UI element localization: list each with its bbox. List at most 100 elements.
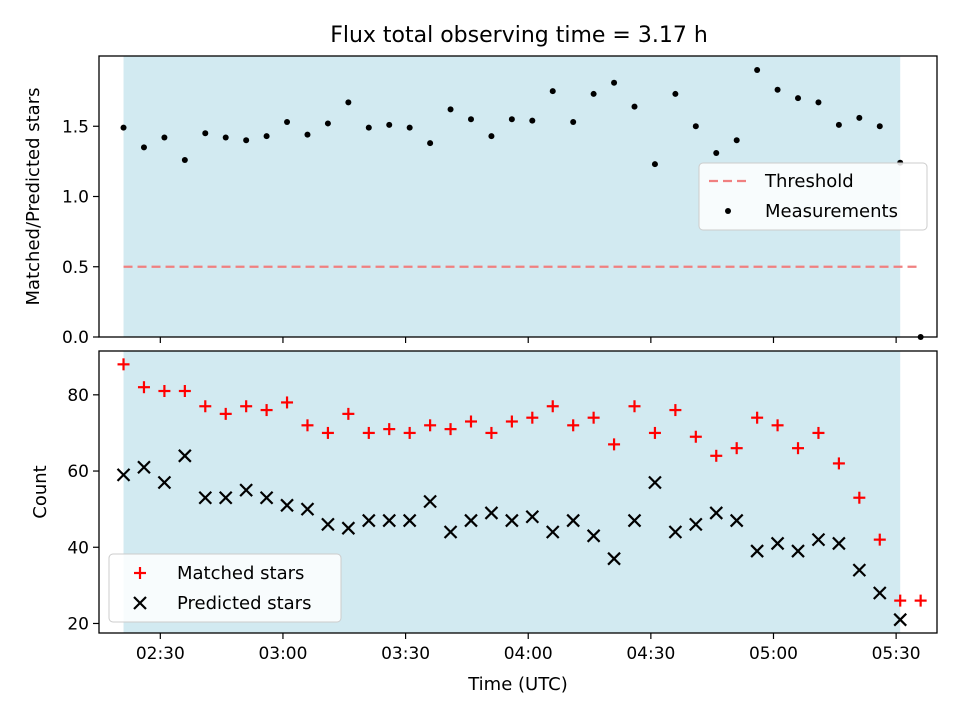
predicted-star-point [872,586,887,600]
predicted-star-point [729,513,744,528]
legend-measurements-label: Measurements [765,201,898,222]
predicted-star-point-b [341,521,356,535]
matched-star-point [178,385,191,398]
matched-star-point [158,385,171,398]
predicted-star-point [218,490,233,505]
x-tick-label: 04:30 [626,644,675,664]
measurement-point [263,133,270,140]
predicted-star-point [811,532,826,547]
predicted-star-point-b [811,532,826,547]
predicted-star-point [137,460,151,475]
predicted-star-point [566,513,580,528]
predicted-star-point [586,529,601,543]
bottom-axes-frame [98,350,938,634]
measurement-point [324,120,331,127]
predicted-star-point [893,612,907,627]
predicted-star-point-b [832,536,846,551]
predicted-star-point [300,502,315,516]
top-x-ticks [159,337,897,343]
predicted-star-point [832,536,846,551]
predicted-star-point-b [505,513,519,528]
y-tick-label: 1.5 [62,117,89,137]
predicted-star-point-b [464,513,478,528]
predicted-star-point [791,544,805,558]
predicted-star-point-b [545,525,560,539]
top-axes-frame [98,55,938,338]
predicted-star-point [525,509,540,524]
predicted-star-point [627,513,642,528]
y-tick-label: 40 [67,538,89,558]
bottom-legend-box [108,553,342,623]
predicted-star-point [648,475,662,490]
predicted-star-point-b [852,563,867,577]
matched-star-point [444,423,457,436]
matched-star-point [526,411,539,424]
predicted-star-point-b [157,475,172,490]
chart-title: Flux total observing time = 3.17 h [330,23,708,48]
matched-star-point [669,404,682,417]
legend-predicted-marker-b [133,596,147,610]
predicted-star-point-b [137,460,151,475]
predicted-star-point [423,494,437,509]
bottom-y-ticks: 20 40 60 80 [67,386,99,634]
measurement-point [304,131,311,138]
predicted-star-point [505,513,519,528]
predicted-star-point-b [402,513,417,528]
measurement-point [590,90,597,97]
measurement-point [570,119,577,126]
x-axis-label: Time (UTC) [467,674,568,695]
top-legend-box [698,162,928,231]
predicted-star-point [341,521,356,535]
x-tick-label: 05:00 [749,644,798,664]
matched-star-point [689,430,702,443]
predicted-star-point-b [709,506,724,520]
matched-star-point [403,426,416,439]
predicted-star-point [443,525,458,539]
predicted-star-point [607,551,621,566]
predicted-star-point [178,449,192,463]
legend-predicted-label: Predicted stars [177,593,311,614]
measurement-point [815,99,822,106]
matched-star-point [383,423,396,436]
measurement-point [876,123,883,130]
matched-star-point [587,411,600,424]
measurement-point [713,149,720,156]
x-tick-label: 02:30 [136,644,185,664]
predicted-star-point [709,506,724,520]
predicted-star-point-b [218,490,233,505]
x-tick-label: 05:30 [872,644,921,664]
legend-predicted-marker [133,596,147,610]
matched-star-point [137,381,150,394]
matched-star-point [301,419,314,432]
x-tick-label: 03:00 [258,644,307,664]
y-tick-label: 60 [67,462,89,482]
predicted-star-point-b [484,506,499,520]
measurement-point [754,67,761,74]
y-tick-label: 1.0 [62,188,89,208]
matched-star-point [260,404,273,417]
predicted-star-point [750,544,764,558]
bottom-x-ticks: 02:30 03:00 03:30 04:00 04:30 05:00 05:30 [136,633,921,664]
predicted-star-point [259,490,274,505]
predicted-star-point-b [791,544,805,558]
matched-star-point [730,442,743,455]
measurement-point [467,116,474,123]
legend-threshold-label: Threshold [764,171,854,192]
bottom-legend: Matched stars Predicted stars [108,553,342,623]
predicted-star-point-b [648,475,662,490]
predicted-star-point-b [300,502,315,516]
measurement-point [365,124,372,131]
y-tick-label: 80 [67,386,89,406]
predicted-star-point-b [362,513,376,528]
matched-star-point [199,400,212,413]
measurement-point [202,130,209,137]
matched-star-point [219,407,232,420]
measurement-point [406,124,413,131]
measurement-point [181,156,188,163]
predicted-star-point-b [443,525,458,539]
predicted-star-point [668,525,683,539]
matched-star-point [853,491,866,504]
legend-predicted-swatch [133,596,147,610]
measurement-point [386,121,393,128]
predicted-star-point-b [750,544,764,558]
